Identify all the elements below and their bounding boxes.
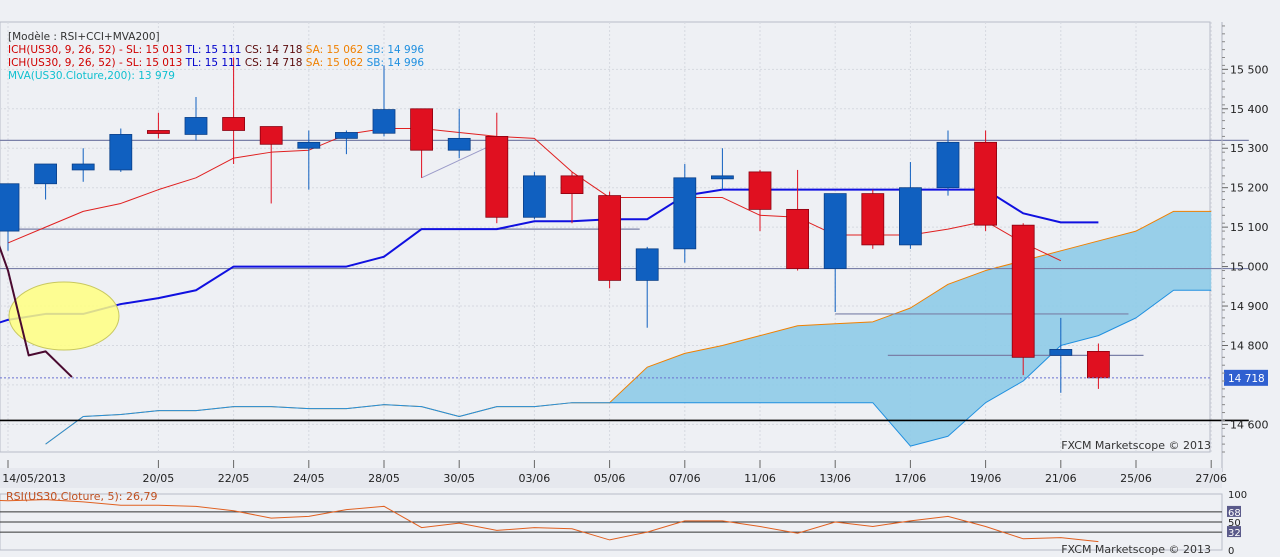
rsi-tick-label: 100 <box>1228 490 1247 501</box>
x-tick-label: 22/05 <box>218 472 250 485</box>
candle-body <box>635 248 659 281</box>
rsi-line <box>0 499 1099 543</box>
rsi-tick-label: 32 <box>1228 528 1241 539</box>
watermark-main: FXCM Marketscope © 2013 <box>1061 439 1211 452</box>
x-tick-label: 14/05/2013 <box>2 472 65 485</box>
candle-body <box>1011 224 1035 358</box>
x-tick-label: 20/05 <box>143 472 175 485</box>
candle-body <box>560 175 584 195</box>
candle-body <box>861 193 885 246</box>
legend-part: SB: 14 996 <box>367 57 425 69</box>
legend-part: CS: 14 718 <box>245 57 306 69</box>
y-tick-label: 15 000 <box>1230 261 1269 274</box>
horizontal-lines <box>0 139 1249 422</box>
candle-body <box>34 163 57 185</box>
candle-body <box>146 130 170 134</box>
candle-body <box>899 187 922 246</box>
chikou-line <box>0 245 73 378</box>
x-tick-label: 17/06 <box>895 472 927 485</box>
x-tick-label: 25/06 <box>1120 472 1152 485</box>
candle-body <box>598 195 621 281</box>
price-marker-box <box>1224 369 1268 386</box>
x-tick-label: 27/06 <box>1195 472 1227 485</box>
legend-line-1: ICH(US30, 9, 26, 52) - SL: 15 013 TL: 15… <box>8 44 424 56</box>
y-tick-label: 15 300 <box>1230 142 1269 155</box>
candle-body <box>711 175 734 180</box>
candle-body <box>786 208 809 269</box>
candle-body <box>184 117 208 135</box>
rsi-tick-label: 68 <box>1228 508 1241 519</box>
candle-body <box>410 108 434 151</box>
axes: 14 718 14 600 14 800 14 900 15 000 15 100 15 2… <box>0 22 1269 488</box>
rsi-tick-badge <box>1227 526 1241 538</box>
y-tick-label: 14 800 <box>1230 339 1269 352</box>
x-axis-band <box>0 468 1222 488</box>
legend-part: ICH(US30, 9, 26, 52) - SL: 15 013 <box>8 57 186 69</box>
legend-part: SA: 15 062 <box>306 57 367 69</box>
candle-body <box>334 132 358 139</box>
legend-part: SA: 15 062 <box>306 44 367 56</box>
x-tick-label: 11/06 <box>744 472 776 485</box>
legend-part: ICH(US30, 9, 26, 52) - SL: 15 013 <box>8 44 186 56</box>
candle-body <box>974 141 997 226</box>
candle-body <box>1049 349 1073 356</box>
candle-body <box>222 117 246 131</box>
chikou-line-path <box>0 245 73 378</box>
legend-part: TL: 15 111 <box>185 57 245 69</box>
legend-part: TL: 15 111 <box>185 44 245 56</box>
legend-line-3: MVA(US30.Cloture,200): 13 979 <box>8 70 175 82</box>
x-tick-label: 03/06 <box>519 472 551 485</box>
legend-line-0: [Modèle : RSI+CCI+MVA200] <box>8 31 160 43</box>
y-tick-label: 15 500 <box>1230 63 1269 76</box>
legend-part: SB: 14 996 <box>367 44 425 56</box>
watermark-rsi: FXCM Marketscope © 2013 <box>1061 543 1211 556</box>
rsi-tick-badge <box>1227 505 1241 517</box>
candle-body <box>523 175 546 218</box>
candle-body <box>748 171 772 210</box>
legend: [Modèle : RSI+CCI+MVA200]ICH(US30, 9, 26… <box>8 31 424 82</box>
x-tick-label: 13/06 <box>819 472 851 485</box>
y-tick-label: 15 400 <box>1230 103 1269 116</box>
legend-part: CS: 14 718 <box>245 44 306 56</box>
candle-body <box>71 163 95 171</box>
rsi-tick-label: 50 <box>1228 518 1241 529</box>
y-tick-label: 14 900 <box>1230 300 1269 313</box>
x-tick-label: 28/05 <box>368 472 400 485</box>
candle-body <box>447 137 471 151</box>
candle-body <box>823 193 847 269</box>
candle-body <box>372 109 396 134</box>
candle-body <box>0 183 20 232</box>
candle-body <box>936 141 960 189</box>
x-tick-label: 24/05 <box>293 472 325 485</box>
cloud-area <box>45 211 1212 447</box>
x-tick-label: 07/06 <box>669 472 701 485</box>
candles <box>0 57 1110 393</box>
candle-body <box>1087 351 1110 379</box>
candle-body <box>259 126 283 145</box>
rsi-tick-label: 0 <box>1228 546 1234 557</box>
tenkan-line <box>7 128 1062 262</box>
price-marker-label: 14 718 <box>1228 373 1265 385</box>
rsi-label: RSI(US30.Cloture, 5): 26,79 <box>6 490 157 503</box>
x-tick-label: 30/05 <box>443 472 475 485</box>
candle-body <box>109 134 133 171</box>
x-tick-label: 05/06 <box>594 472 626 485</box>
highlight-ellipse <box>8 281 120 351</box>
legend-line-2: ICH(US30, 9, 26, 52) - SL: 15 013 TL: 15… <box>8 57 424 69</box>
x-tick-label: 21/06 <box>1045 472 1077 485</box>
y-tick-label: 15 200 <box>1230 182 1269 195</box>
y-tick-label: 15 100 <box>1230 221 1269 234</box>
candle-body <box>485 136 509 218</box>
candle-body <box>673 177 697 250</box>
y-tick-label: 14 600 <box>1230 418 1269 431</box>
candle-body <box>297 141 321 149</box>
x-tick-label: 19/06 <box>970 472 1002 485</box>
trend-annotation-line <box>421 145 490 179</box>
senkou-b-line <box>45 289 1212 447</box>
